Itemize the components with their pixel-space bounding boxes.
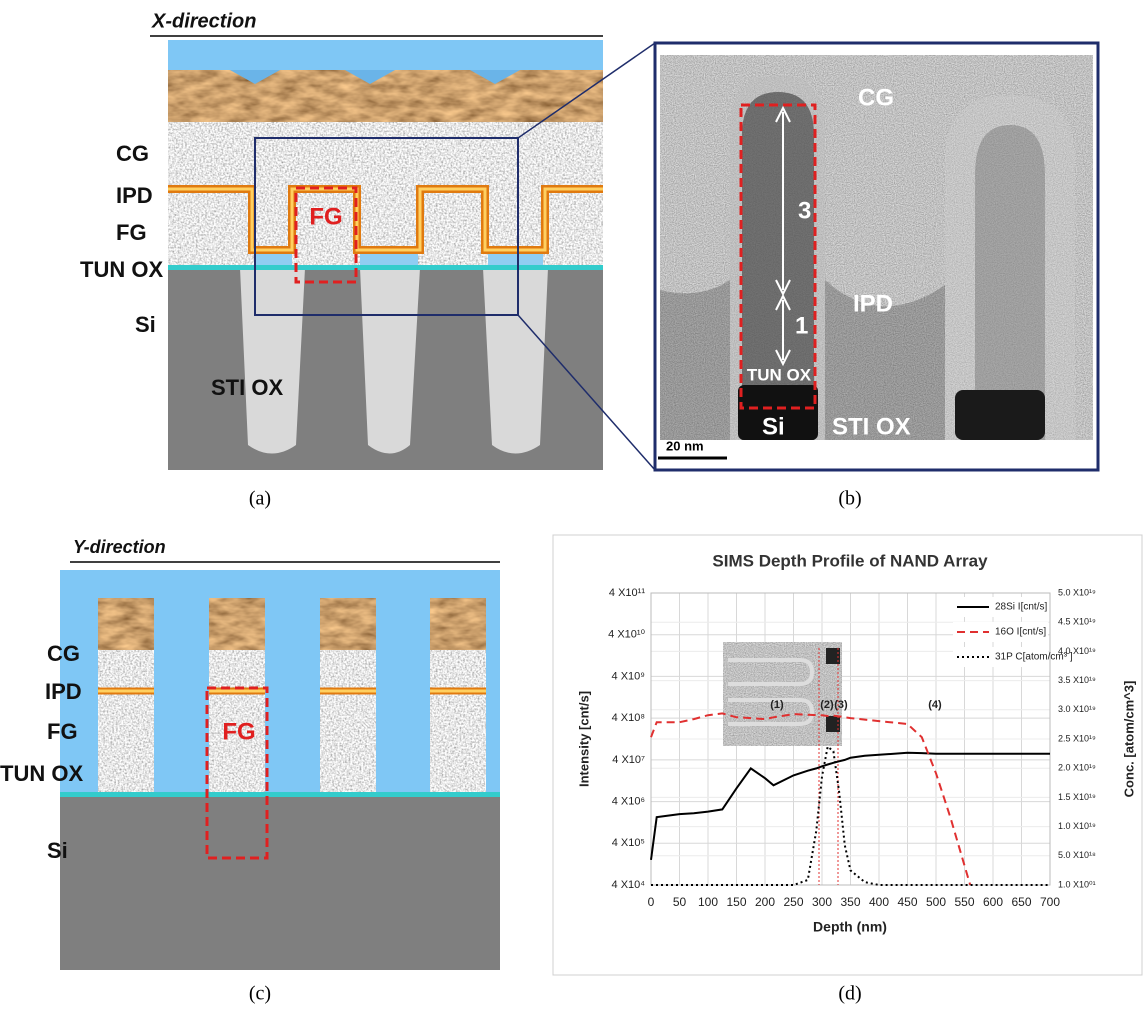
pillar-metal	[430, 598, 486, 650]
y2-axis-label: Conc. [atom/cm^3]	[1121, 681, 1136, 798]
sti-label: STI OX	[211, 375, 283, 400]
layer-label: Si	[47, 838, 68, 863]
x-tick-label: 200	[755, 895, 775, 909]
layer-oxide	[168, 40, 603, 70]
panel-c: Y-direction FG CG IPD FG TUN OX Si (c)	[0, 537, 500, 1005]
legend-label: 31P C[atom/cm³ ]	[995, 652, 1073, 663]
x-tick-label: 250	[783, 895, 803, 909]
x-tick-label: 0	[648, 895, 655, 909]
y-tick-label: 4 X10⁸	[612, 712, 645, 724]
fg-box-label: FG	[222, 718, 255, 745]
caption: (d)	[838, 983, 861, 1005]
y2-tick-label: 2.0 X10¹⁹	[1058, 763, 1096, 773]
tem-label: 1	[795, 312, 808, 339]
panel-b: CG IPD 3 1 TUN OX Si STI OX 20 nm (b)	[655, 43, 1098, 510]
layer-label: CG	[116, 141, 149, 166]
y2-tick-label: 1.5 X10¹⁹	[1058, 792, 1096, 802]
tem-footer	[660, 440, 1093, 465]
x-tick-label: 650	[1011, 895, 1031, 909]
panel-title: X-direction	[151, 10, 256, 32]
scale-label: 20 nm	[666, 438, 704, 453]
layer-label: Si	[135, 312, 156, 337]
layer-label: IPD	[116, 183, 153, 208]
panel-a: X-direction FG CG IPD FG TUN OX Si STI O…	[80, 10, 603, 509]
annotation: (3)	[834, 699, 848, 711]
y2-tick-label: 5.0 X10¹⁸	[1058, 850, 1096, 860]
tun-ox	[60, 792, 500, 797]
y2-tick-label: 4.5 X10¹⁹	[1058, 617, 1096, 627]
annotation: (2)	[820, 699, 834, 711]
tem-label: 3	[798, 197, 811, 224]
layer-label: CG	[47, 641, 80, 666]
x-tick-label: 100	[698, 895, 718, 909]
x-tick-label: 50	[673, 895, 687, 909]
caption: (b)	[838, 488, 861, 510]
x-tick-label: 400	[869, 895, 889, 909]
caption: (a)	[249, 488, 271, 510]
page: NAND cell cross sections and SIMS depth …	[0, 0, 1145, 1012]
tem-label: STI OX	[832, 413, 911, 440]
y2-tick-label: 3.0 X10¹⁹	[1058, 704, 1096, 714]
y2-tick-label: 1.0 X10¹⁹	[1058, 821, 1096, 831]
tem-label: Si	[762, 413, 785, 440]
inset-image	[723, 642, 842, 746]
tun-ox	[168, 265, 603, 270]
pillar-poly	[98, 650, 154, 793]
layer-label: TUN OX	[0, 761, 83, 786]
panel-title: Y-direction	[73, 537, 166, 557]
pillar-poly	[320, 650, 376, 793]
y2-tick-label: 5.0 X10¹⁹	[1058, 587, 1096, 597]
x-tick-label: 150	[726, 895, 746, 909]
pillar-metal	[98, 598, 154, 650]
y-tick-label: 4 X10⁹	[612, 670, 645, 682]
fg-box-label: FG	[309, 203, 342, 230]
page-body: {"panels": { "a": {"caption": "(a)", "ti…	[0, 0, 1145, 1012]
layer-metal	[168, 70, 603, 122]
legend-label: 16O I[cnt/s]	[995, 627, 1046, 638]
panel-d: SIMS Depth Profile of NAND Array Intensi…	[553, 535, 1142, 1005]
x-tick-label: 550	[954, 895, 974, 909]
layer-label: FG	[47, 719, 78, 744]
layer-label: FG	[116, 220, 147, 245]
y-axis-label: Intensity [cnt/s]	[576, 691, 591, 787]
layer-label: TUN OX	[80, 257, 163, 282]
layer-si	[60, 795, 500, 970]
y2-tick-label: 2.5 X10¹⁹	[1058, 733, 1096, 743]
legend-label: 28Si I[cnt/s]	[995, 602, 1047, 613]
pillar-poly	[430, 650, 486, 793]
tem-si	[955, 390, 1045, 440]
sti-oxide	[240, 268, 548, 454]
pillar-metal	[320, 598, 376, 650]
y-tick-label: 4 X10⁷	[612, 754, 645, 766]
pillar-metal	[209, 598, 265, 650]
annotation: (1)	[770, 699, 784, 711]
y2-tick-label: 1.0 X10⁰¹	[1058, 879, 1096, 889]
x-tick-label: 350	[840, 895, 860, 909]
x-tick-label: 600	[983, 895, 1003, 909]
y-tick-label: 4 X10⁴	[612, 879, 646, 891]
caption: (c)	[249, 983, 271, 1005]
y-tick-label: 4 X10¹¹	[609, 587, 645, 599]
x-tick-label: 500	[926, 895, 946, 909]
y2-tick-label: 3.5 X10¹⁹	[1058, 675, 1096, 685]
y-tick-label: 4 X10⁵	[612, 837, 645, 849]
y-tick-label: 4 X10⁶	[612, 795, 645, 807]
chart-title: SIMS Depth Profile of NAND Array	[712, 551, 988, 570]
x-tick-label: 300	[812, 895, 832, 909]
tem-label: TUN OX	[747, 365, 812, 384]
y-tick-label: 4 X10¹⁰	[608, 629, 645, 641]
annotation: (4)	[928, 699, 942, 711]
figure: X-direction FG CG IPD FG TUN OX Si STI O…	[0, 0, 1145, 1012]
layer-label: IPD	[45, 679, 82, 704]
tem-label: IPD	[853, 290, 893, 317]
x-tick-label: 450	[897, 895, 917, 909]
x-tick-label: 700	[1040, 895, 1060, 909]
x-axis-label: Depth (nm)	[813, 919, 887, 935]
tem-label: CG	[858, 84, 894, 111]
